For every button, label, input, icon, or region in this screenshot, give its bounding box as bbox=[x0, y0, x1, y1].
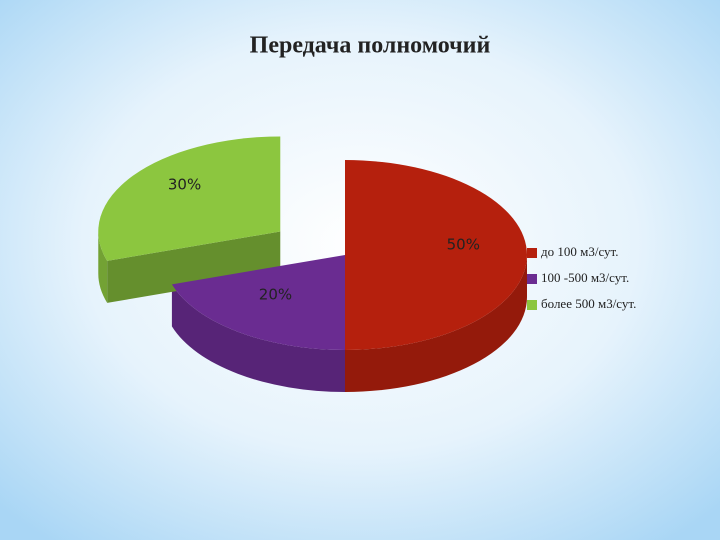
slice-side bbox=[98, 231, 108, 303]
legend-swatch bbox=[527, 300, 537, 310]
slice-side bbox=[171, 284, 345, 392]
slice bbox=[98, 136, 281, 261]
legend-swatch bbox=[527, 274, 537, 284]
legend-swatch bbox=[527, 248, 537, 258]
data-label: 30% bbox=[168, 176, 201, 194]
slice-edge bbox=[107, 231, 281, 303]
slice bbox=[171, 255, 345, 350]
slice-side bbox=[345, 255, 527, 392]
pie: 50% 20% 30% bbox=[98, 136, 527, 392]
data-label: 20% bbox=[259, 285, 292, 303]
legend-label: более 500 м3/сут. bbox=[541, 296, 636, 311]
data-label: 50% bbox=[447, 236, 480, 254]
chart-title: Передача полномочий bbox=[250, 33, 491, 59]
legend-label: 100 -500 м3/сут. bbox=[541, 270, 629, 285]
legend-label: до 100 м3/сут. bbox=[541, 244, 619, 259]
slice bbox=[345, 160, 527, 350]
legend: до 100 м3/сут. 100 -500 м3/сут. более 500 … bbox=[527, 244, 636, 311]
